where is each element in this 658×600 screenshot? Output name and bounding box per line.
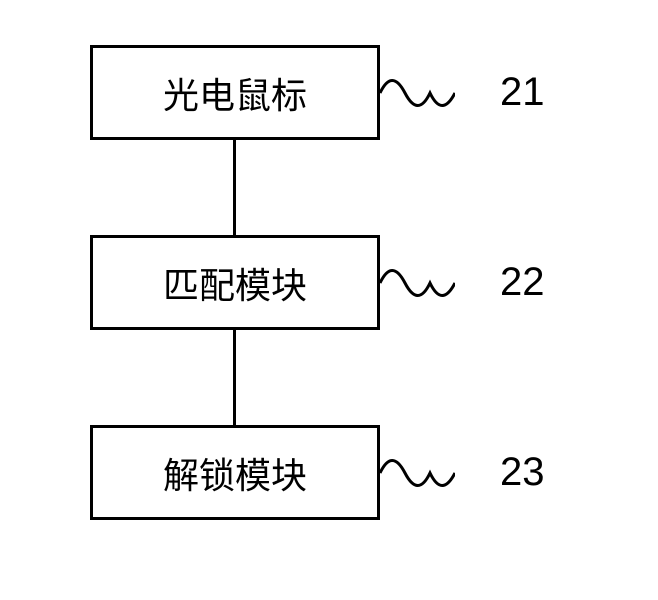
node-box-1: 光电鼠标	[90, 45, 380, 140]
squiggle-1	[380, 68, 455, 123]
connector-2-3	[233, 330, 236, 425]
connector-1-2	[233, 140, 236, 235]
node-box-2: 匹配模块	[90, 235, 380, 330]
squiggle-3	[380, 448, 455, 503]
node-label-1: 光电鼠标	[163, 67, 307, 119]
node-box-3: 解锁模块	[90, 425, 380, 520]
flowchart-diagram: 光电鼠标 21 匹配模块 22 解锁模块 23	[0, 0, 658, 600]
node-label-2: 匹配模块	[163, 257, 307, 309]
squiggle-2	[380, 258, 455, 313]
ref-label-2: 22	[500, 260, 545, 305]
ref-label-1: 21	[500, 70, 545, 115]
ref-label-3: 23	[500, 450, 545, 495]
node-label-3: 解锁模块	[163, 447, 307, 499]
